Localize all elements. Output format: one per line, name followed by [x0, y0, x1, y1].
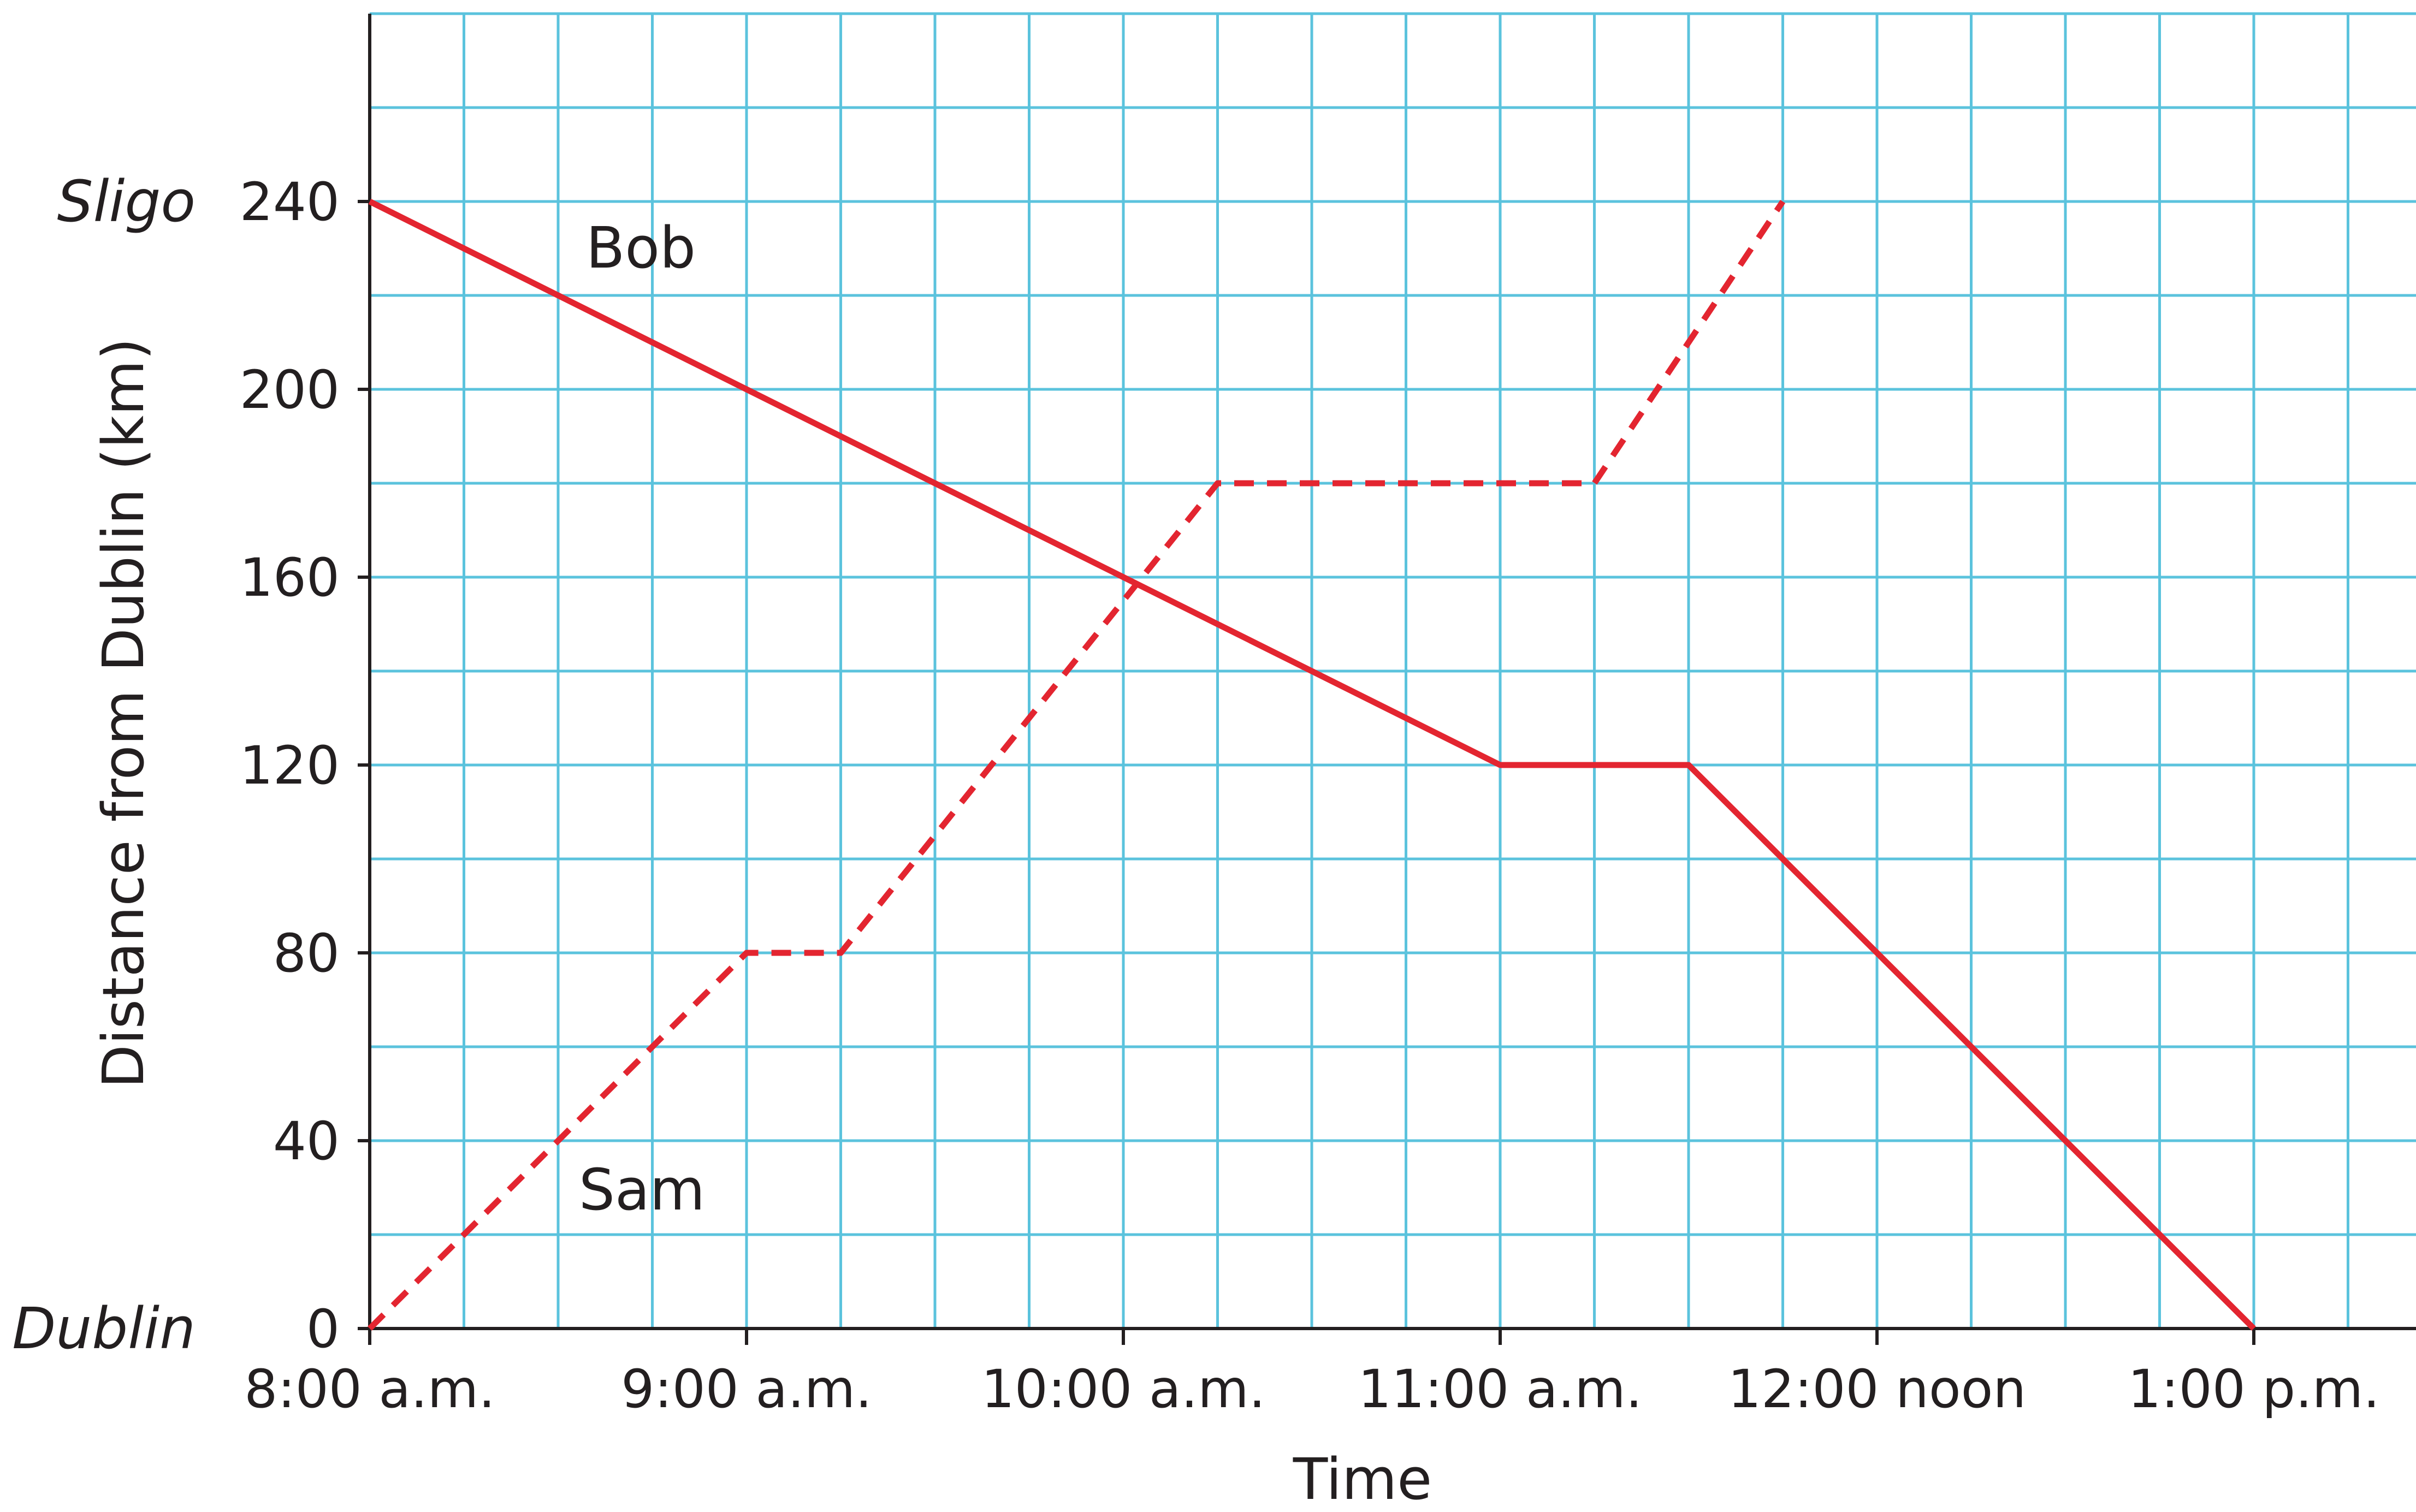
series-label-bob: Bob	[586, 215, 696, 281]
y-axis-title: Distance from Dublin (km)	[90, 338, 157, 1088]
series-line-bob	[368, 199, 2256, 1331]
place-label: Dublin	[12, 1295, 196, 1362]
place-labels: Sligo Dublin	[12, 168, 196, 1362]
series-lines	[368, 199, 2256, 1331]
x-tick-label: 8:00 a.m.	[244, 1359, 495, 1420]
y-tick-label: 40	[273, 1111, 340, 1172]
series-line-sam	[368, 199, 1786, 1331]
y-tick-label: 240	[240, 171, 340, 233]
series-labels: Bob Sam	[579, 215, 705, 1223]
x-axis-title: Time	[1293, 1446, 1432, 1512]
x-tick-label: 10:00 a.m.	[981, 1359, 1266, 1420]
y-tick-label: 0	[306, 1298, 340, 1360]
grid	[368, 12, 2416, 1330]
y-tick-label: 120	[240, 735, 340, 796]
series-label-sam: Sam	[579, 1157, 705, 1223]
x-tick-label: 11:00 a.m.	[1358, 1359, 1643, 1420]
y-tick-label: 200	[240, 359, 340, 420]
x-tick-label: 1:00 p.m.	[2128, 1359, 2380, 1420]
place-label: Sligo	[57, 168, 196, 235]
y-tick-labels: 0 40 80 120 160 200 240	[240, 171, 370, 1360]
y-tick-label: 160	[240, 547, 340, 608]
x-tick-labels: 8:00 a.m. 9:00 a.m. 10:00 a.m. 11:00 a.m. 12…	[244, 1329, 2380, 1420]
x-tick-label: 9:00 a.m.	[621, 1359, 872, 1420]
y-tick-label: 80	[273, 923, 340, 984]
x-tick-label: 12:00 noon	[1728, 1359, 2026, 1420]
